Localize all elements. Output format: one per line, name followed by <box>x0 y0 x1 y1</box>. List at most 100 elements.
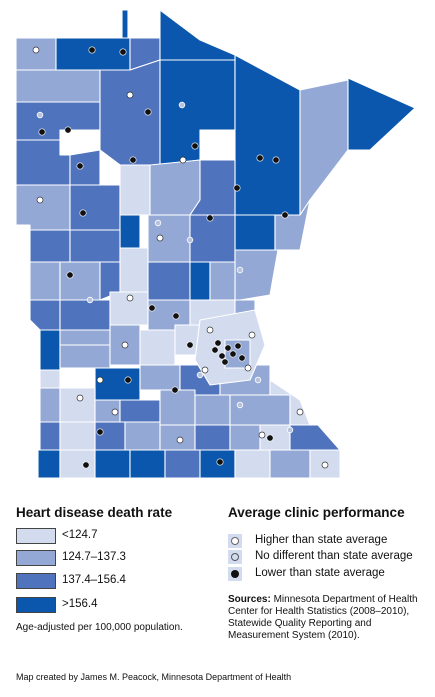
county <box>59 387 96 423</box>
county <box>15 184 71 231</box>
clinic-marker-nodiff <box>186 236 194 244</box>
county <box>189 261 211 301</box>
county <box>159 389 196 426</box>
rate-label: >156.4 <box>62 598 98 610</box>
county <box>259 424 291 451</box>
clinic-marker-lower <box>172 312 180 320</box>
county <box>15 139 71 186</box>
county <box>69 229 121 263</box>
clinic-marker-lower <box>66 271 74 279</box>
county <box>124 421 161 451</box>
county <box>94 449 131 479</box>
rate-swatch <box>16 528 56 544</box>
clinic-marker-lower <box>186 341 194 349</box>
clinic-marker-higher <box>32 46 40 54</box>
county <box>59 299 111 331</box>
county <box>94 367 141 401</box>
clinic-marker-lower <box>96 428 104 436</box>
clinic-marker-lower <box>76 162 84 170</box>
county <box>209 261 236 301</box>
clinic-marker-lower <box>64 126 72 134</box>
county <box>39 387 61 423</box>
clinic-label: Lower than state average <box>255 567 385 579</box>
county <box>29 229 71 263</box>
county <box>234 54 301 216</box>
clinic-marker-box <box>228 550 242 564</box>
county <box>139 329 176 366</box>
clinic-marker-lower <box>124 376 132 384</box>
clinic-marker-nodiff <box>236 266 244 274</box>
rate-legend-item: <124.7 <box>16 528 206 546</box>
rate-label: 124.7–137.3 <box>62 551 126 563</box>
county <box>121 9 129 39</box>
county <box>37 449 61 479</box>
clinic-label: Higher than state average <box>255 534 388 546</box>
rate-legend-item: >156.4 <box>16 597 206 615</box>
clinic-marker-lower <box>234 342 242 350</box>
county <box>59 421 96 451</box>
clinic-marker-lower <box>224 344 232 352</box>
county <box>147 261 191 301</box>
clinic-marker-lower <box>238 354 246 362</box>
clinic-marker-nodiff <box>86 296 94 304</box>
rate-label: 137.4–156.4 <box>62 574 126 586</box>
county <box>39 369 61 389</box>
clinic-marker-nodiff <box>236 401 244 409</box>
clinic-marker-lower <box>171 386 179 394</box>
county <box>234 249 279 301</box>
sources-label: Sources: <box>228 594 271 605</box>
clinic-marker-lower <box>38 128 46 136</box>
rate-swatch <box>16 597 56 613</box>
rate-legend-note: Age-adjusted per 100,000 population. <box>16 622 183 633</box>
county <box>15 69 101 103</box>
clinic-marker-higher <box>111 408 119 416</box>
clinic-marker-higher <box>321 461 329 469</box>
county <box>59 329 111 346</box>
county <box>59 261 101 301</box>
county <box>164 449 201 479</box>
county <box>147 214 191 263</box>
clinic-marker-higher <box>96 376 104 384</box>
clinic-marker-lower <box>229 350 237 358</box>
map-credit: Map created by James M. Peacock, Minneso… <box>16 672 292 682</box>
clinic-marker-higher <box>156 234 164 242</box>
clinic-marker-nodiff <box>196 371 204 379</box>
clinic-marker-lower <box>266 434 274 442</box>
county <box>274 199 311 251</box>
county <box>119 399 161 426</box>
county <box>194 424 231 451</box>
clinic-marker-nodiff <box>254 376 262 384</box>
county <box>55 37 131 71</box>
minnesota-choropleth-map <box>15 9 416 479</box>
clinic-marker-lower <box>119 48 127 56</box>
clinic-marker-higher <box>244 364 252 372</box>
county <box>194 394 231 426</box>
clinic-marker-nodiff <box>178 101 186 109</box>
county <box>69 184 121 231</box>
county <box>234 214 276 251</box>
county <box>15 37 57 71</box>
county <box>39 329 61 371</box>
clinic-marker-lower <box>129 156 137 164</box>
clinic-marker-higher <box>36 196 44 204</box>
clinic-marker-box <box>228 534 242 548</box>
county <box>39 421 61 451</box>
rate-swatch <box>16 550 56 566</box>
clinic-marker-lower <box>144 108 152 116</box>
county <box>139 364 181 391</box>
county <box>29 299 61 331</box>
county <box>59 344 111 369</box>
county <box>59 449 96 479</box>
clinic-legend-item: No different than state average <box>228 550 433 566</box>
clinic-marker-nodiff <box>154 219 162 227</box>
county <box>149 159 201 216</box>
clinic-legend-title: Average clinic performance <box>228 505 405 520</box>
clinic-marker-lower <box>256 154 264 162</box>
clinic-marker-lower <box>148 304 156 312</box>
open-circle-icon <box>231 537 239 545</box>
county <box>69 149 101 186</box>
rate-label: <124.7 <box>62 529 98 541</box>
clinic-marker-lower <box>191 142 199 150</box>
county <box>119 247 149 293</box>
county <box>289 424 341 451</box>
